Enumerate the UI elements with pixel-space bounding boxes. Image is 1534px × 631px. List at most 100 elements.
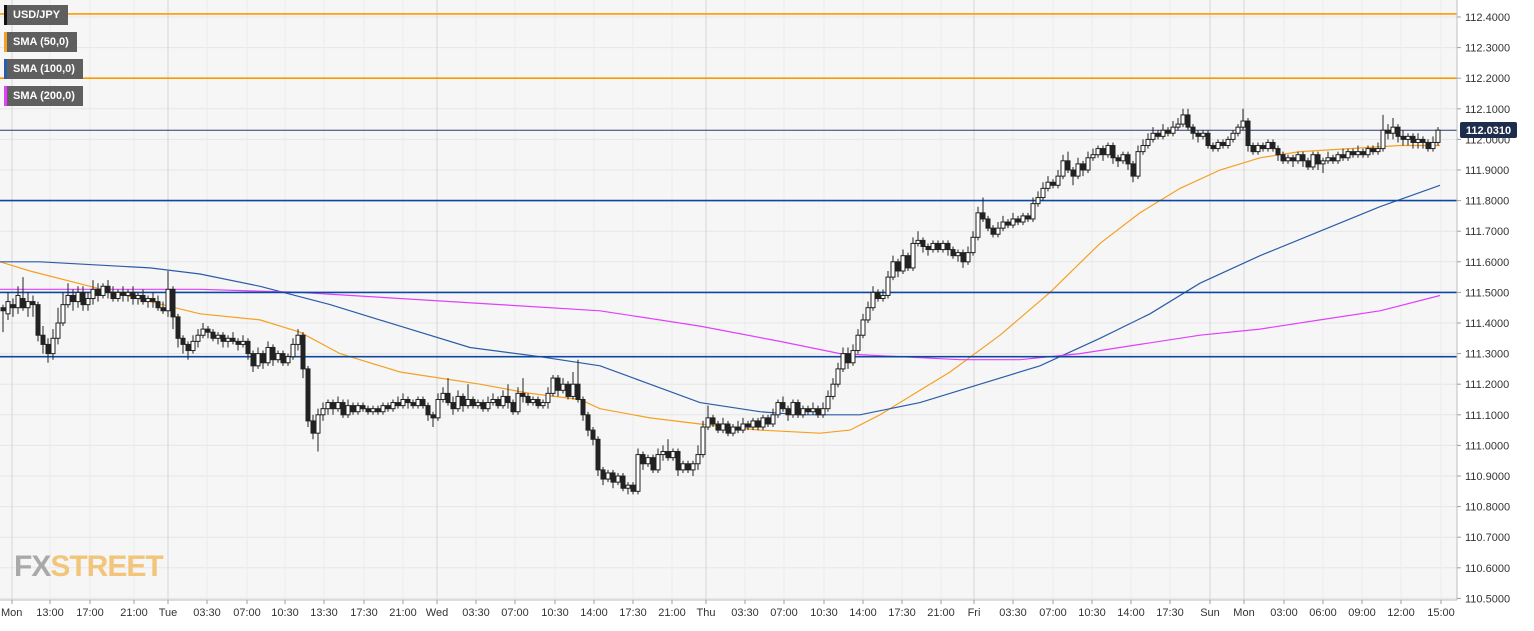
- candle-body-down: [1015, 218, 1021, 223]
- candle: [1145, 133, 1151, 149]
- candle-body-up: [1365, 148, 1371, 156]
- candle: [855, 329, 861, 354]
- candle: [260, 350, 266, 369]
- candle-body-up: [850, 350, 856, 364]
- candle-body-up: [1180, 114, 1186, 125]
- candle: [580, 396, 586, 421]
- candle: [485, 396, 491, 412]
- candle: [155, 295, 161, 311]
- x-tick-label: 13:30: [310, 607, 338, 619]
- candle-body-up: [1255, 145, 1261, 153]
- candle: [715, 420, 721, 434]
- candle-body-up: [605, 472, 611, 480]
- candle-body-down: [630, 484, 636, 492]
- candle-body-down: [905, 255, 911, 269]
- candle: [1215, 139, 1221, 152]
- candle-body-up: [490, 399, 496, 404]
- legend-item-sma-100[interactable]: SMA (100,0): [4, 59, 83, 79]
- candle: [980, 197, 986, 223]
- candle: [1370, 145, 1376, 155]
- y-tick-label: 111.9000: [1465, 165, 1509, 177]
- candle-body-down: [1315, 154, 1321, 165]
- candle: [1395, 124, 1401, 143]
- candle: [360, 402, 366, 412]
- candle-body-down: [1270, 141, 1276, 150]
- candle: [350, 402, 356, 415]
- x-tick-label: 14:00: [580, 607, 608, 619]
- last-price-label: 112.0310: [1466, 125, 1511, 137]
- candle-body-up: [635, 454, 641, 492]
- candle-body-down: [1080, 163, 1086, 171]
- candle-body-up: [125, 291, 131, 296]
- candle: [640, 451, 646, 470]
- candle-body-up: [1055, 175, 1061, 186]
- candle-body-down: [1245, 120, 1251, 147]
- candle: [1295, 151, 1301, 164]
- candle-body-up: [335, 402, 341, 410]
- candle: [950, 246, 956, 259]
- candle-body-down: [1370, 148, 1376, 153]
- candle-body-down: [675, 451, 681, 471]
- candle-body-up: [190, 340, 196, 352]
- candle: [1105, 142, 1111, 158]
- candle: [720, 417, 726, 434]
- candle: [455, 390, 461, 412]
- candle: [80, 286, 86, 311]
- x-tick-label: 03:30: [193, 607, 221, 619]
- fxstreet-logo: FXSTREET: [14, 550, 164, 584]
- legend-swatch: [4, 5, 7, 25]
- candle: [315, 408, 321, 452]
- candle: [35, 301, 41, 342]
- candle-body-down: [365, 408, 371, 413]
- y-tick-label: 110.9000: [1465, 471, 1510, 483]
- candle-body-down: [780, 402, 786, 410]
- candle: [1205, 130, 1211, 149]
- x-tick-label: Fri: [968, 607, 981, 619]
- x-tick-label: 14:00: [1117, 607, 1145, 619]
- candle-body-up: [830, 383, 836, 397]
- candle-body-up: [1430, 141, 1436, 150]
- candle: [1095, 145, 1101, 158]
- candle-body-down: [1360, 151, 1366, 156]
- candle-body-down: [1025, 215, 1031, 220]
- candle: [840, 347, 846, 372]
- candle-body-down: [1300, 154, 1306, 162]
- candle: [1300, 151, 1306, 167]
- candle: [240, 335, 246, 348]
- candle-body-down: [665, 451, 671, 459]
- candle-body-up: [690, 463, 696, 471]
- candle-body-up: [1145, 138, 1151, 147]
- legend-item-usdjpy[interactable]: USD/JPY: [4, 5, 83, 25]
- logo-street-text: STREET: [50, 550, 163, 583]
- candle: [1335, 151, 1341, 164]
- candle-body-down: [40, 334, 46, 345]
- candle-body-up: [1000, 221, 1006, 229]
- y-tick-label: 111.0000: [1465, 440, 1509, 452]
- y-tick-label: 111.7000: [1465, 226, 1509, 238]
- candle-body-up: [1405, 135, 1411, 140]
- candle-body-up: [485, 402, 491, 410]
- candle: [760, 414, 766, 431]
- candle-body-down: [1305, 160, 1311, 168]
- candle: [1400, 130, 1406, 146]
- legend-item-sma-200[interactable]: SMA (200,0): [4, 86, 83, 106]
- candle-body-up: [1335, 154, 1341, 162]
- candle-body-up: [730, 426, 736, 434]
- candle: [665, 439, 671, 461]
- legend-item-sma-50[interactable]: SMA (50,0): [4, 32, 83, 52]
- candle: [245, 338, 251, 360]
- candle-body-down: [815, 408, 821, 416]
- candle: [5, 292, 11, 320]
- candle-body-down: [175, 316, 181, 339]
- candle: [975, 206, 981, 241]
- y-axis-ticks: 112.4000112.3000112.2000112.1000112.0000…: [1457, 12, 1510, 605]
- candle: [425, 402, 431, 421]
- x-tick-label: 07:00: [770, 607, 798, 619]
- candle: [710, 414, 716, 428]
- candle: [555, 375, 561, 397]
- candle: [150, 292, 156, 308]
- candle-body-down: [1220, 141, 1226, 147]
- candle: [200, 323, 206, 339]
- candle-body-down: [1165, 129, 1171, 134]
- candle-body-up: [720, 423, 726, 431]
